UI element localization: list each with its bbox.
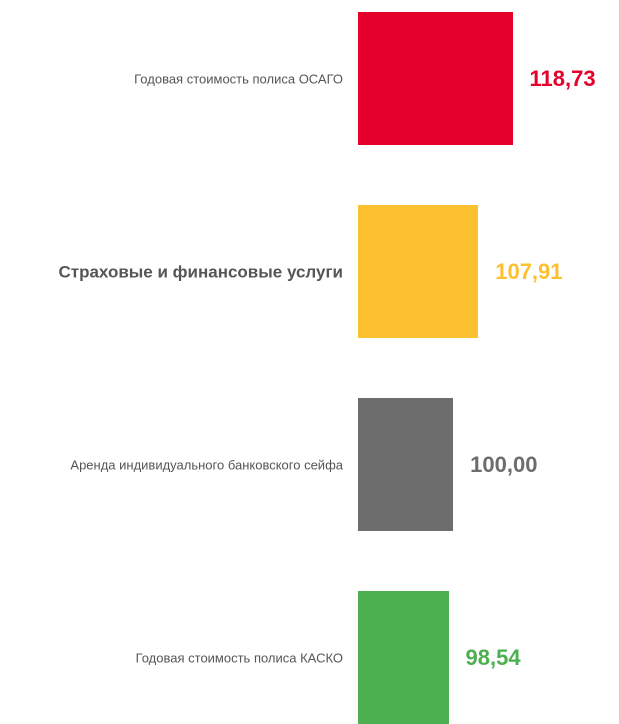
bar [358,205,479,338]
bar [358,12,513,145]
value-label: 118,73 [529,65,596,91]
category-label: Аренда индивидуального банковского сейфа [70,457,343,472]
category-label: Годовая стоимость полиса КАСКО [135,650,343,665]
bar [358,398,454,531]
category-label: Страховые и финансовые услуги [58,262,343,281]
value-label: 98,54 [465,644,521,670]
bar [358,591,449,724]
category-label: Годовая стоимость полиса ОСАГО [134,71,343,86]
value-label: 100,00 [470,451,538,477]
value-label: 107,91 [495,258,563,284]
